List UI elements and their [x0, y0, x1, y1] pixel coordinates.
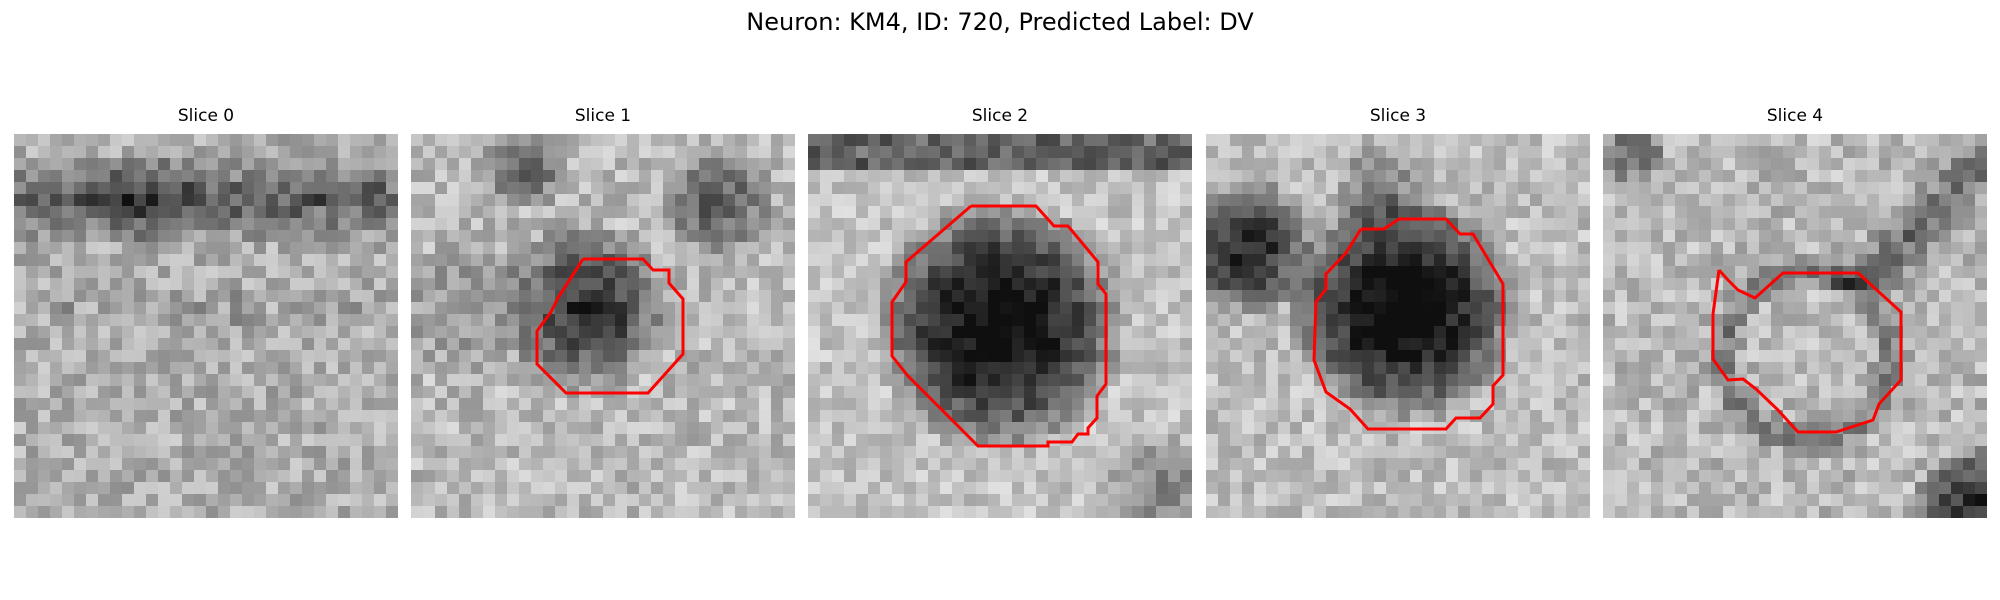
- cell-contour: [535, 257, 685, 395]
- slice-title-1: Slice 1: [574, 106, 632, 126]
- slice-title-3: Slice 3: [1369, 106, 1427, 126]
- slice-title-0: Slice 0: [177, 106, 235, 126]
- slice-image-4: [1603, 134, 1987, 518]
- cell-contour: [1711, 268, 1903, 434]
- slice-title-2: Slice 2: [971, 106, 1029, 126]
- slice-title-4: Slice 4: [1766, 106, 1824, 126]
- cell-contour: [890, 204, 1108, 448]
- slice-image-0: [14, 134, 398, 518]
- cell-contour: [1312, 217, 1505, 431]
- slice-image-2: [808, 134, 1192, 518]
- figure-title: Neuron: KM4, ID: 720, Predicted Label: D…: [746, 8, 1254, 36]
- slice-image-3: [1206, 134, 1590, 518]
- slice-image-1: [411, 134, 795, 518]
